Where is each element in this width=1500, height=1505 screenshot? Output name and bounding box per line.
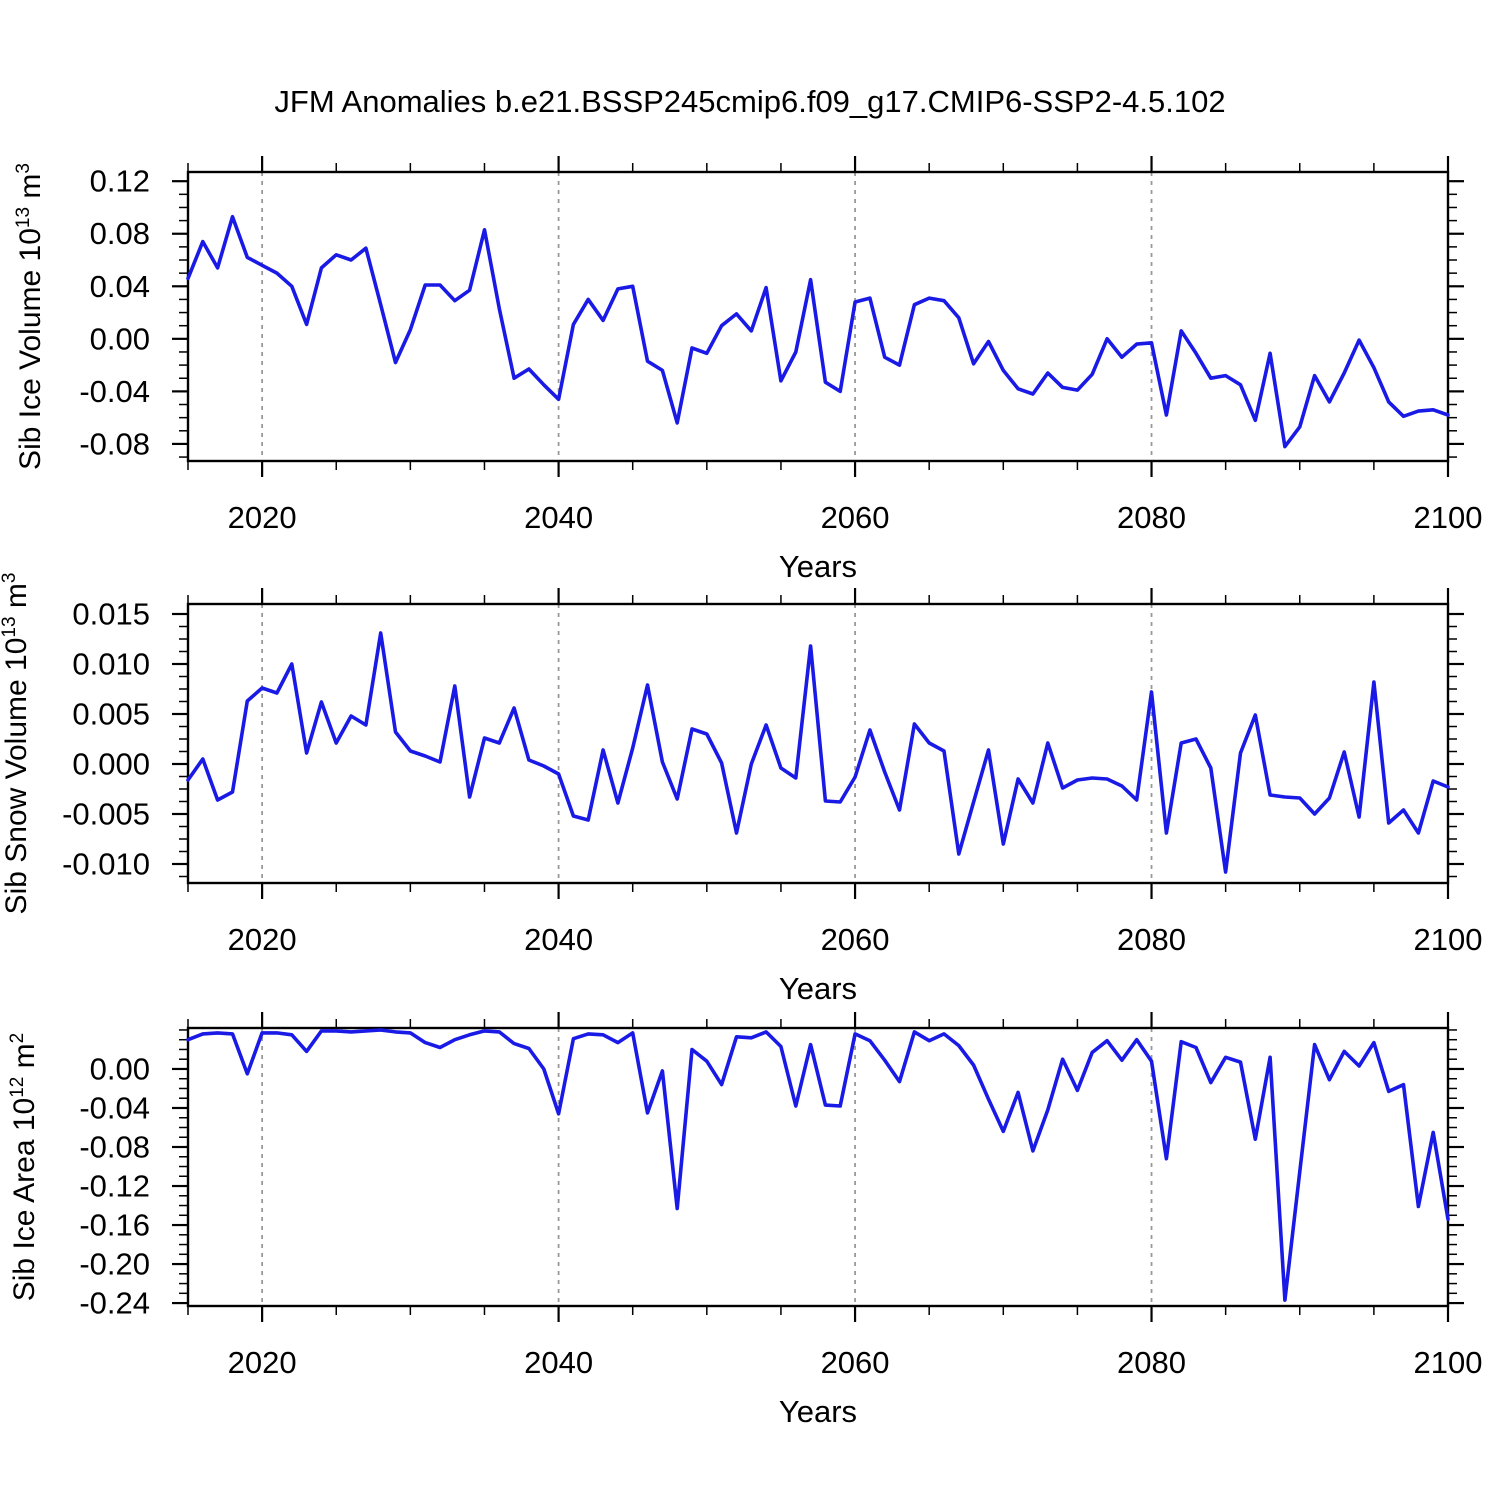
x-axis-title: Years	[779, 971, 857, 1006]
x-tick-label: 2080	[1117, 500, 1186, 535]
y-tick-label: 0.04	[90, 269, 150, 304]
x-tick-label: 2060	[821, 500, 890, 535]
y-tick-label: 0.00	[90, 321, 150, 356]
y-tick-label: -0.04	[79, 374, 150, 409]
y-tick-label: -0.010	[62, 847, 150, 882]
y-tick-label: -0.24	[79, 1286, 150, 1321]
y-tick-label: 0.005	[72, 697, 150, 732]
x-tick-label: 2060	[821, 1345, 890, 1380]
y-tick-label: -0.08	[79, 1130, 150, 1165]
x-tick-label: 2060	[821, 922, 890, 957]
y-axis-title-sib-snow-volume: Sib Snow Volume 1013 m3	[0, 573, 33, 915]
y-tick-label: 0.00	[90, 1051, 150, 1086]
x-tick-label: 2040	[524, 922, 593, 957]
y-tick-label: -0.08	[79, 426, 150, 461]
x-tick-label: 2040	[524, 1345, 593, 1380]
y-tick-label: -0.20	[79, 1247, 150, 1282]
y-tick-label: 0.010	[72, 647, 150, 682]
sib-ice-area-line	[186, 1028, 1450, 1302]
y-tick-label: 0.08	[90, 216, 150, 251]
figure-title: JFM Anomalies b.e21.BSSP245cmip6.f09_g17…	[274, 84, 1225, 119]
y-tick-label: 0.12	[90, 164, 150, 199]
x-tick-label: 2100	[1414, 1345, 1483, 1380]
x-tick-label: 2020	[228, 500, 297, 535]
y-axis-title-sib-ice-volume: Sib Ice Volume 1013 m3	[13, 163, 47, 470]
x-tick-label: 2020	[228, 922, 297, 957]
y-tick-label: -0.16	[79, 1208, 150, 1243]
y-tick-label: 0.015	[72, 597, 150, 632]
y-tick-label: 0.000	[72, 747, 150, 782]
y-tick-label: -0.005	[62, 797, 150, 832]
x-axis-title: Years	[779, 1394, 857, 1429]
x-tick-label: 2080	[1117, 922, 1186, 957]
y-tick-label: -0.04	[79, 1090, 150, 1125]
sib-ice-volume-line	[186, 214, 1450, 449]
panel-sib-ice-volume: 0.12 0.08 0.04 0.00 -0.04 -0.08 2020 2040 2060 20…	[13, 156, 1482, 584]
y-axis-title-sib-ice-area: Sib Ice Area 1012 m2	[7, 1033, 41, 1302]
x-tick-label: 2020	[228, 1345, 297, 1380]
x-tick-label: 2040	[524, 500, 593, 535]
x-tick-label: 2100	[1414, 500, 1483, 535]
sib-snow-volume-line	[186, 631, 1450, 874]
panels-group: 0.12 0.08 0.04 0.00 -0.04 -0.08 2020 2040 2060 20…	[0, 156, 1482, 1429]
panel-sib-ice-area: 0.00 -0.04 -0.08 -0.12 -0.16 -0.20 -0.24 2020 20…	[7, 1012, 1482, 1429]
x-tick-label: 2080	[1117, 1345, 1186, 1380]
axes-box	[186, 602, 1450, 885]
panel-sib-snow-volume: 0.015 0.010 0.005 0.000 -0.005 -0.010 2020 2040…	[0, 573, 1482, 1006]
axes-box	[186, 170, 1450, 463]
x-tick-label: 2100	[1414, 922, 1483, 957]
y-tick-label: -0.12	[79, 1169, 150, 1204]
x-axis-title: Years	[779, 549, 857, 584]
